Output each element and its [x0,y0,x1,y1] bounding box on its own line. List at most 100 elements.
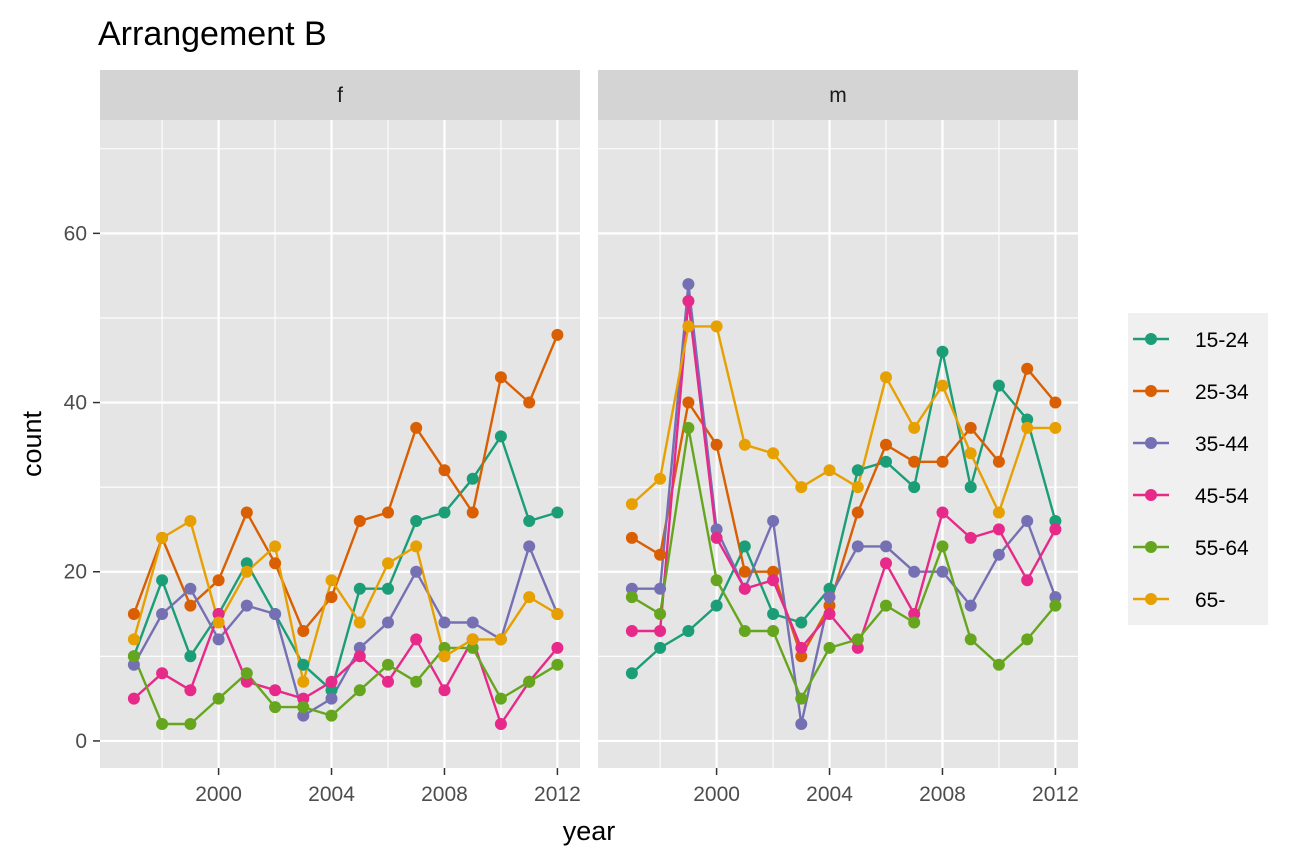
data-point-65- [353,616,366,629]
data-point-55-64 [269,701,282,714]
data-point-35-44 [466,616,479,629]
data-point-25-34 [936,455,949,468]
data-point-25-34 [240,506,253,519]
data-point-55-64 [410,675,423,688]
series-line-15-24 [132,435,559,692]
data-point-45-54 [410,633,423,646]
panel-m-strip-label: m [829,84,847,107]
data-point-15-24 [410,515,423,527]
data-point-55-64 [438,641,451,654]
data-point-65- [1049,421,1062,434]
series-line-25-34 [132,333,559,633]
data-point-15-24 [710,599,723,612]
data-point-35-44 [184,582,197,595]
data-point-35-44 [212,633,225,646]
data-point-45-54 [682,295,695,307]
panel-m-strip [598,70,1078,120]
data-point-55-64 [625,591,638,604]
data-point-45-54 [325,675,338,688]
data-point-35-44 [1049,591,1062,604]
data-point-45-54 [964,531,977,544]
data-point-35-44 [240,599,253,612]
data-point-65- [710,320,723,333]
data-point-35-44 [410,565,423,578]
y-tick-label: 40 [64,392,87,415]
data-point-25-34 [767,565,780,578]
data-point-65- [466,633,479,646]
legend-key-point-35-44 [1145,437,1157,449]
data-point-45-54 [382,675,394,688]
series-line-55-64 [132,646,559,726]
data-point-45-54 [710,531,723,544]
data-point-35-44 [127,658,140,671]
data-point-45-54 [823,608,836,620]
data-point-35-44 [353,641,366,654]
data-point-45-54 [240,675,253,688]
data-point-35-44 [823,591,836,604]
data-point-35-44 [880,540,892,553]
data-point-45-54 [353,650,366,663]
data-point-25-34 [212,574,225,587]
data-point-15-24 [438,506,451,519]
data-point-45-54 [851,641,864,654]
data-point-25-34 [654,548,667,561]
data-point-65- [438,650,451,663]
legend-background [1128,313,1268,625]
data-point-15-24 [551,506,564,519]
data-point-55-64 [738,625,751,637]
x-tick-label: 2008 [421,783,468,806]
data-point-35-44 [795,718,808,730]
data-point-45-54 [795,641,808,654]
data-point-15-24 [654,641,667,654]
legend-key-point-15-24 [1145,333,1157,345]
data-point-15-24 [523,515,536,527]
data-point-65- [494,633,507,646]
data-point-45-54 [992,523,1005,536]
data-point-15-24 [494,430,507,443]
data-point-35-44 [438,616,451,629]
data-point-25-34 [127,608,140,620]
data-point-35-44 [851,540,864,553]
data-point-15-24 [936,345,949,358]
data-point-55-64 [654,608,667,620]
data-point-55-64 [1021,633,1034,646]
series-line-65- [132,519,559,683]
data-point-25-34 [908,455,921,468]
data-point-35-44 [992,548,1005,561]
data-point-55-64 [212,692,225,705]
data-point-55-64 [908,616,921,629]
data-point-15-24 [767,608,780,620]
legend-key-point-55-64 [1145,541,1157,553]
data-point-45-54 [438,684,451,697]
data-point-15-24 [908,481,921,494]
data-point-35-44 [297,709,310,722]
data-point-15-24 [353,582,366,595]
data-point-25-34 [523,396,536,409]
data-point-35-44 [654,582,667,595]
series-line-45-54 [630,299,1057,650]
legend-key-point-25-34 [1145,385,1157,397]
data-point-15-24 [964,481,977,494]
legend-label-65-: 65- [1195,589,1225,612]
x-tick-label: 2012 [534,783,581,806]
data-point-65- [156,531,169,544]
data-point-65- [127,633,140,646]
data-point-55-64 [523,675,536,688]
data-point-65- [410,540,423,553]
data-point-55-64 [297,701,310,714]
data-point-45-54 [156,667,169,680]
data-point-15-24 [240,557,253,570]
data-point-45-54 [269,684,282,697]
data-point-25-34 [410,421,423,434]
legend-label-35-44: 35-44 [1195,433,1249,456]
data-point-45-54 [908,608,921,620]
x-tick-label: 2008 [919,783,966,806]
data-point-25-34 [992,455,1005,468]
legend-label-25-34: 25-34 [1195,381,1249,404]
data-point-65- [625,498,638,511]
data-point-25-34 [738,565,751,578]
data-point-25-34 [880,438,892,451]
data-point-55-64 [494,692,507,705]
data-point-45-54 [738,582,751,595]
